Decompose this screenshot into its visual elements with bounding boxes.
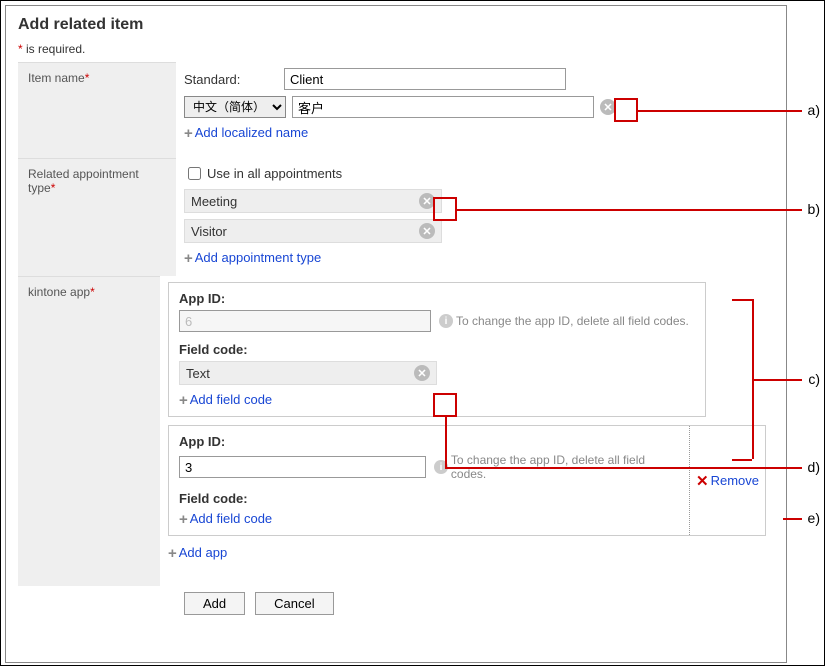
add-localized-name-link[interactable]: Add localized name [195, 125, 308, 140]
required-note: * is required. [18, 42, 774, 56]
standard-input[interactable] [284, 68, 566, 90]
kintone-app-box: App ID: i To change the app ID, delete a… [168, 425, 766, 536]
appt-type-chip: Visitor ✕ [184, 219, 442, 243]
app-id-help: i To change the app ID, delete all field… [439, 314, 689, 328]
language-select[interactable]: 中文（简体） [184, 96, 286, 118]
standard-label: Standard: [184, 72, 278, 87]
plus-icon: + [179, 511, 188, 528]
field-code-chip: Text ✕ [179, 361, 437, 385]
app-id-label: App ID: [179, 291, 695, 306]
add-app-link[interactable]: Add app [179, 545, 227, 560]
remove-appt-type-icon[interactable]: ✕ [419, 193, 435, 209]
localized-name-input[interactable] [292, 96, 594, 118]
callout-line [752, 379, 802, 381]
use-in-all-label: Use in all appointments [207, 166, 342, 181]
appt-type-label: Visitor [191, 224, 227, 239]
kintone-app-label: kintone app* [18, 276, 160, 586]
app-id-input [179, 310, 431, 332]
use-in-all-checkbox[interactable] [188, 167, 201, 180]
remove-app-link[interactable]: ✕ Remove [696, 472, 759, 490]
add-appt-type-link[interactable]: Add appointment type [195, 250, 321, 265]
app-id-label: App ID: [179, 434, 679, 449]
appt-type-label: Meeting [191, 194, 237, 209]
kintone-app-box: App ID: i To change the app ID, delete a… [168, 282, 706, 417]
page-title: Add related item [18, 16, 774, 34]
field-code-text: Text [186, 366, 210, 381]
remove-x-icon: ✕ [696, 472, 709, 490]
add-field-code-link[interactable]: Add field code [190, 511, 272, 526]
callout-label-d: d) [808, 459, 820, 475]
field-code-label: Field code: [179, 491, 679, 506]
app-id-input[interactable] [179, 456, 426, 478]
callout-line [732, 299, 752, 301]
callout-line [638, 110, 802, 112]
add-field-code-link[interactable]: Add field code [190, 392, 272, 407]
item-name-label: Item name* [18, 62, 176, 158]
related-appt-label: Related appointment type* [18, 158, 176, 276]
remove-appt-type-icon[interactable]: ✕ [419, 223, 435, 239]
plus-icon: + [168, 545, 177, 562]
callout-line [783, 518, 802, 520]
plus-icon: + [179, 392, 188, 409]
appt-type-chip: Meeting ✕ [184, 189, 442, 213]
plus-icon: + [184, 250, 193, 267]
required-note-text: is required. [23, 42, 86, 56]
info-icon: i [439, 314, 453, 328]
callout-label-a: a) [808, 102, 820, 118]
remove-localized-icon[interactable]: ✕ [600, 99, 616, 115]
callout-label-b: b) [808, 201, 820, 217]
callout-label-e: e) [808, 510, 820, 526]
callout-line [457, 209, 802, 211]
callout-line [445, 467, 802, 469]
callout-label-c: c) [808, 371, 820, 387]
field-code-label: Field code: [179, 342, 695, 357]
callout-line [445, 417, 447, 467]
plus-icon: + [184, 125, 193, 142]
add-button[interactable]: Add [184, 592, 245, 615]
remove-field-code-icon[interactable]: ✕ [414, 365, 430, 381]
cancel-button[interactable]: Cancel [255, 592, 333, 615]
callout-line [732, 459, 752, 461]
